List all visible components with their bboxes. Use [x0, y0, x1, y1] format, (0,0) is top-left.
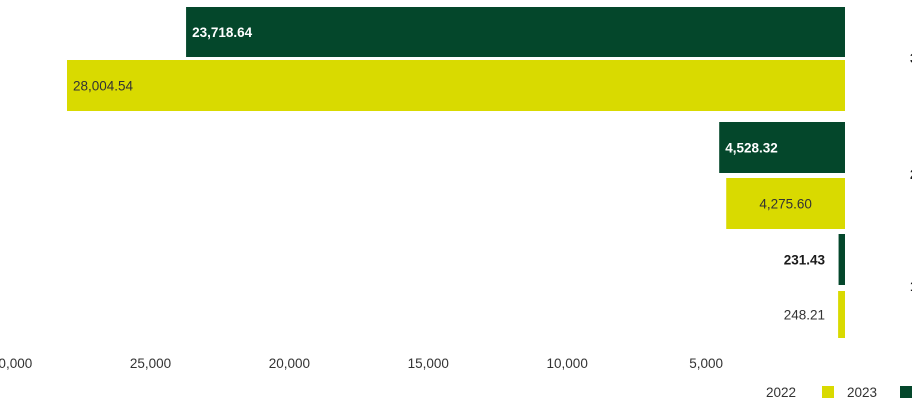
bar-2023-scope-1	[838, 234, 845, 285]
value-label-2022-scope-2: 4,275.60	[759, 197, 812, 212]
bar-2023-scope-3	[186, 7, 845, 57]
value-label-2022-scope-3: 28,004.54	[73, 79, 134, 94]
bar-2022-scope-1	[838, 291, 845, 338]
legend: 2023 2022	[766, 385, 912, 400]
x-tick-label: 5,000	[689, 356, 723, 371]
value-label-2023-scope-3: 23,718.64	[192, 25, 253, 40]
value-label-2023-scope-1: 231.43	[784, 253, 826, 268]
value-labels-group: 23,718.64 28,004.54 4,528.32 4,275.60 231.43…	[73, 25, 825, 323]
category-label-scope-2: النطاق 2	[910, 167, 912, 182]
x-axis: 30,000 25,000 20,000 15,000 10,000 5,000	[0, 356, 723, 371]
bar-2022-scope-3	[67, 60, 845, 111]
category-label-scope-1: النطاق 1	[910, 279, 912, 294]
value-label-2022-scope-1: 248.21	[784, 308, 825, 323]
x-tick-label: 20,000	[269, 356, 310, 371]
x-tick-label: 15,000	[408, 356, 449, 371]
legend-label-2022: 2022	[766, 385, 796, 400]
legend-label-2023: 2023	[847, 385, 877, 400]
bar-2023-scope-2	[719, 122, 845, 173]
legend-swatch-2022	[822, 386, 834, 398]
value-label-2023-scope-2: 4,528.32	[725, 141, 778, 156]
bar-2022-scope-2	[726, 178, 845, 229]
bars-group	[67, 7, 845, 338]
x-tick-label: 10,000	[547, 356, 588, 371]
x-tick-label: 30,000	[0, 356, 32, 371]
category-label-scope-3: النطاق 3	[910, 51, 912, 66]
category-labels-group: النطاق 3 النطاق 2 النطاق 1	[910, 51, 912, 294]
x-tick-label: 25,000	[130, 356, 171, 371]
legend-swatch-2023	[900, 386, 912, 398]
